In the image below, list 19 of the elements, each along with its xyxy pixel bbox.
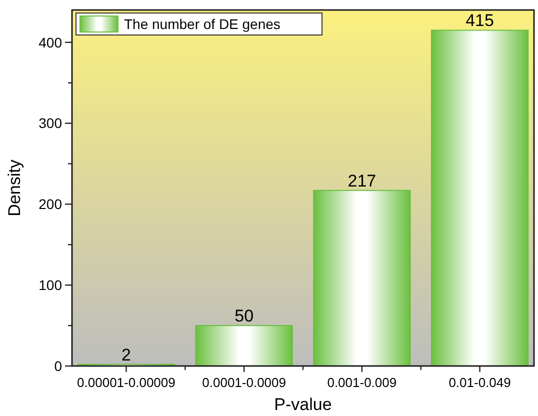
legend-label: The number of DE genes: [124, 16, 280, 32]
x-tick-label: 0.0001-0.0009: [202, 375, 286, 390]
bar: [313, 190, 411, 366]
data-label: 217: [348, 171, 376, 190]
x-axis-title: P-value: [274, 395, 332, 414]
data-label: 415: [466, 11, 494, 30]
y-tick-label: 300: [38, 115, 62, 132]
y-axis-title: Density: [5, 159, 24, 216]
y-tick-label: 400: [38, 34, 62, 50]
y-tick-label: 100: [38, 276, 62, 293]
x-tick-label: 0.01-0.049: [448, 375, 511, 390]
bar: [195, 325, 293, 366]
x-tick-label: 0.001-0.009: [327, 375, 397, 390]
data-label: 2: [121, 345, 131, 364]
data-label: 50: [234, 306, 254, 326]
y-tick-label: 200: [38, 196, 62, 212]
bar: [430, 30, 529, 366]
x-tick-label: 0.00001-0.00009: [77, 375, 176, 390]
y-tick-label: 0: [54, 358, 62, 374]
